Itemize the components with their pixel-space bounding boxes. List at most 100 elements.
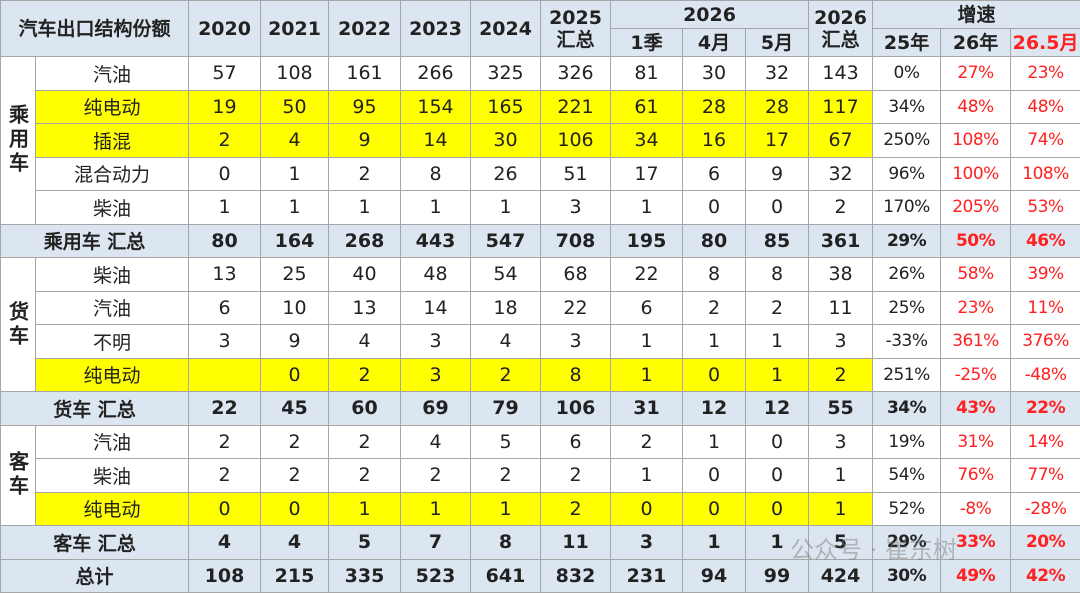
header-line: 2026 (809, 7, 872, 29)
growth-cell: 361% (941, 325, 1011, 359)
value-cell: 2 (809, 358, 873, 392)
value-cell: 4 (189, 526, 261, 560)
value-cell: 164 (261, 224, 329, 258)
value-cell: 17 (611, 157, 683, 191)
value-cell: 1 (809, 492, 873, 526)
header-line: 汇总 (541, 29, 610, 51)
growth-cell: 77% (1011, 459, 1080, 493)
value-cell: 443 (401, 224, 471, 258)
value-cell: 2 (401, 459, 471, 493)
value-cell: 95 (329, 90, 401, 124)
row-label: 柴油 (36, 459, 189, 493)
growth-cell: 53% (1011, 191, 1080, 225)
value-cell: 13 (189, 258, 261, 292)
total-label: 总计 (1, 559, 189, 593)
value-cell: 117 (809, 90, 873, 124)
value-cell: 45 (261, 392, 329, 426)
growth-cell: 54% (873, 459, 941, 493)
value-cell: 80 (189, 224, 261, 258)
value-cell: 61 (611, 90, 683, 124)
value-cell: 1 (683, 526, 746, 560)
value-cell: 22 (189, 392, 261, 426)
row-label: 纯电动 (36, 358, 189, 392)
value-cell: 85 (746, 224, 809, 258)
header-month: 1季 (611, 29, 683, 57)
value-cell: 268 (329, 224, 401, 258)
value-cell: 3 (401, 358, 471, 392)
value-cell: 17 (746, 124, 809, 158)
value-cell: 2 (471, 358, 541, 392)
row-label: 汽油 (36, 291, 189, 325)
row-label: 柴油 (36, 191, 189, 225)
value-cell: 1 (471, 191, 541, 225)
value-cell: 4 (401, 425, 471, 459)
growth-cell: 43% (941, 392, 1011, 426)
growth-cell: 170% (873, 191, 941, 225)
value-cell: 641 (471, 559, 541, 593)
value-cell: 0 (746, 459, 809, 493)
value-cell: 9 (329, 124, 401, 158)
value-cell: 12 (683, 392, 746, 426)
value-cell: 13 (329, 291, 401, 325)
growth-cell: 48% (1011, 90, 1080, 124)
value-cell: 22 (611, 258, 683, 292)
value-cell: 11 (809, 291, 873, 325)
growth-cell: 27% (941, 57, 1011, 91)
value-cell: 67 (809, 124, 873, 158)
value-cell: 31 (611, 392, 683, 426)
growth-cell: 14% (1011, 425, 1080, 459)
value-cell: 38 (809, 258, 873, 292)
value-cell: 4 (261, 526, 329, 560)
value-cell: 0 (261, 358, 329, 392)
growth-cell: 20% (1011, 526, 1080, 560)
header-growth-col: 26年 (941, 29, 1011, 57)
value-cell: 2 (189, 124, 261, 158)
value-cell: 2 (471, 459, 541, 493)
growth-cell: 34% (873, 392, 941, 426)
value-cell: 2 (541, 492, 611, 526)
header-growth-col: 26.5月 (1011, 29, 1080, 57)
growth-cell: -25% (941, 358, 1011, 392)
growth-cell: 250% (873, 124, 941, 158)
value-cell: 6 (611, 291, 683, 325)
header-line: 2025 (541, 7, 610, 29)
value-cell: 1 (683, 325, 746, 359)
value-cell: 0 (683, 358, 746, 392)
value-cell: 34 (611, 124, 683, 158)
value-cell: 26 (471, 157, 541, 191)
value-cell: 231 (611, 559, 683, 593)
value-cell: 6 (189, 291, 261, 325)
growth-cell: 42% (1011, 559, 1080, 593)
value-cell: 215 (261, 559, 329, 593)
value-cell: 4 (471, 325, 541, 359)
value-cell: 108 (261, 57, 329, 91)
value-cell: 2 (329, 358, 401, 392)
value-cell: 48 (401, 258, 471, 292)
value-cell: 50 (261, 90, 329, 124)
value-cell: 2 (809, 191, 873, 225)
value-cell: 14 (401, 291, 471, 325)
value-cell: 1 (683, 425, 746, 459)
value-cell: 1 (746, 325, 809, 359)
header-year: 2020 (189, 1, 261, 57)
header-year: 2026 (611, 1, 809, 29)
value-cell: 108 (189, 559, 261, 593)
growth-cell: 52% (873, 492, 941, 526)
header-line: 汇总 (809, 29, 872, 51)
row-label: 汽油 (36, 57, 189, 91)
value-cell: 8 (541, 358, 611, 392)
value-cell: 80 (683, 224, 746, 258)
value-cell: 8 (746, 258, 809, 292)
growth-cell: 0% (873, 57, 941, 91)
value-cell: 2 (329, 157, 401, 191)
growth-cell: 108% (1011, 157, 1080, 191)
header-year: 2023 (401, 1, 471, 57)
